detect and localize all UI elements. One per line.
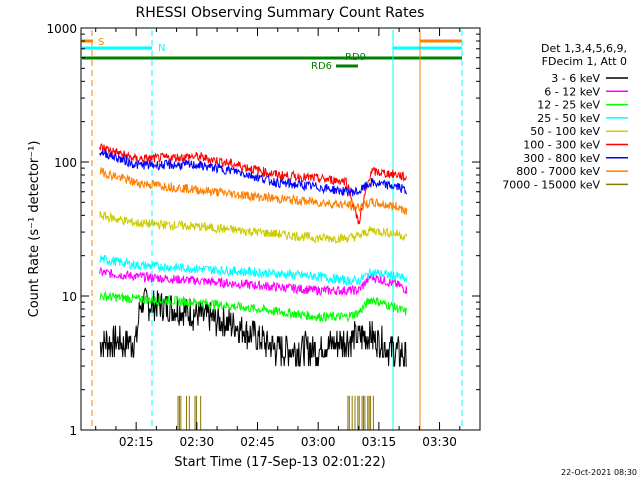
x-axis-label: Start Time (17-Sep-13 02:01:22) bbox=[174, 455, 385, 470]
series-4 bbox=[99, 211, 408, 245]
legend-label: 25 - 50 keV bbox=[537, 112, 600, 125]
series-2 bbox=[99, 290, 408, 323]
y-tick-label: 1 bbox=[69, 424, 77, 438]
legend-header-1: Det 1,3,4,5,6,9, bbox=[541, 42, 627, 55]
legend-label: 12 - 25 keV bbox=[537, 99, 600, 112]
x-tick-label: 03:30 bbox=[422, 435, 457, 449]
legend-header-2: FDecim 1, Att 0 bbox=[542, 55, 627, 68]
flag-n-label: N bbox=[158, 43, 165, 54]
x-tick-label: 03:00 bbox=[301, 435, 336, 449]
legend-label: 300 - 800 keV bbox=[523, 152, 600, 165]
flag-rd9-label: RD9 bbox=[345, 52, 366, 63]
y-axis-label: Count Rate (s⁻¹ detector⁻¹) bbox=[27, 141, 42, 318]
plot-frame bbox=[80, 27, 481, 431]
series-line bbox=[99, 211, 408, 245]
series-0 bbox=[99, 287, 407, 367]
series-line bbox=[99, 266, 408, 297]
footer-date: 22-Oct-2021 08:30 bbox=[561, 468, 637, 477]
y-ticks: 1 10 100 1000 bbox=[46, 22, 480, 438]
series-line bbox=[99, 287, 407, 367]
legend-label: 100 - 300 keV bbox=[523, 139, 600, 152]
series-line bbox=[99, 149, 408, 197]
flag-rd6-label: RD6 bbox=[311, 61, 332, 72]
flag-s-label: S bbox=[98, 37, 104, 48]
series-layer bbox=[99, 143, 408, 430]
series-line bbox=[99, 143, 407, 225]
y-tick-label: 100 bbox=[54, 156, 77, 170]
legend-label: 7000 - 15000 keV bbox=[502, 178, 600, 191]
x-tick-label: 02:30 bbox=[180, 435, 215, 449]
legend-label: 3 - 6 keV bbox=[551, 72, 600, 85]
flag-bars: S N RD9 RD6 bbox=[82, 37, 462, 72]
series-line bbox=[99, 167, 408, 216]
series-7 bbox=[99, 167, 408, 216]
series-3 bbox=[99, 255, 408, 287]
y-tick-label: 1000 bbox=[46, 22, 77, 36]
legend-label: 6 - 12 keV bbox=[544, 85, 600, 98]
legend-label: 50 - 100 keV bbox=[530, 125, 600, 138]
axes bbox=[80, 27, 481, 431]
x-tick-label: 03:15 bbox=[362, 435, 397, 449]
attenuator-markers bbox=[91, 30, 463, 430]
series-8 bbox=[177, 395, 374, 430]
x-tick-label: 02:45 bbox=[240, 435, 275, 449]
legend-label: 800 - 7000 keV bbox=[516, 165, 600, 178]
x-ticks: 02:15 02:30 02:45 03:00 03:15 03:30 bbox=[95, 28, 481, 449]
legend: Det 1,3,4,5,6,9, FDecim 1, Att 0 3 - 6 k… bbox=[502, 42, 628, 191]
series-line bbox=[99, 255, 408, 287]
chart-title: RHESSI Observing Summary Count Rates bbox=[136, 5, 425, 21]
series-line bbox=[99, 290, 408, 323]
x-tick-label: 02:15 bbox=[119, 435, 154, 449]
series-1 bbox=[99, 266, 408, 297]
y-tick-label: 10 bbox=[62, 290, 77, 304]
series-5 bbox=[99, 143, 407, 225]
series-6 bbox=[99, 149, 408, 197]
